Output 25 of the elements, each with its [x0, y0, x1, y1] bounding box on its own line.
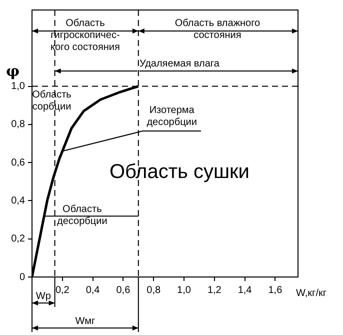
annotation: Область гигроскопичес- кого состояния [50, 18, 120, 54]
y-tick-label: 0,6 [11, 157, 26, 168]
x-tick-label: 1,4 [238, 284, 252, 296]
annotation: Область сорбции [32, 90, 72, 113]
x-tick-label: 1,0 [177, 284, 192, 296]
text: Wмг [75, 316, 96, 327]
annotation: Область сушки [109, 160, 250, 183]
y-tick-label: 1,0 [11, 81, 26, 92]
x-tick-label: 1,6 [268, 284, 283, 296]
text: Wр [36, 291, 52, 302]
x-tick-label: 0,8 [146, 284, 161, 296]
x-tick-label: 0,2 [55, 284, 70, 296]
annotation: Область влажного состояния [174, 18, 261, 42]
annotation: Область десорбции [57, 204, 108, 228]
x-tick-label: 0,6 [116, 284, 131, 296]
x-tick-label: 0,4 [86, 284, 100, 296]
x-tick-label: 1,2 [207, 284, 222, 296]
y-tick-label: 0,2 [11, 234, 26, 245]
y-tick-label: 0,4 [11, 195, 26, 206]
y-axis-title: φ [6, 62, 20, 80]
annotation: Удаляемая влага [139, 58, 220, 70]
y-tick-label: 0 [19, 272, 26, 283]
x-axis-title: W,кг/кг [296, 288, 327, 299]
annotation: Изотерма десорбции [146, 104, 197, 128]
y-tick-label: 0,8 [11, 119, 26, 130]
